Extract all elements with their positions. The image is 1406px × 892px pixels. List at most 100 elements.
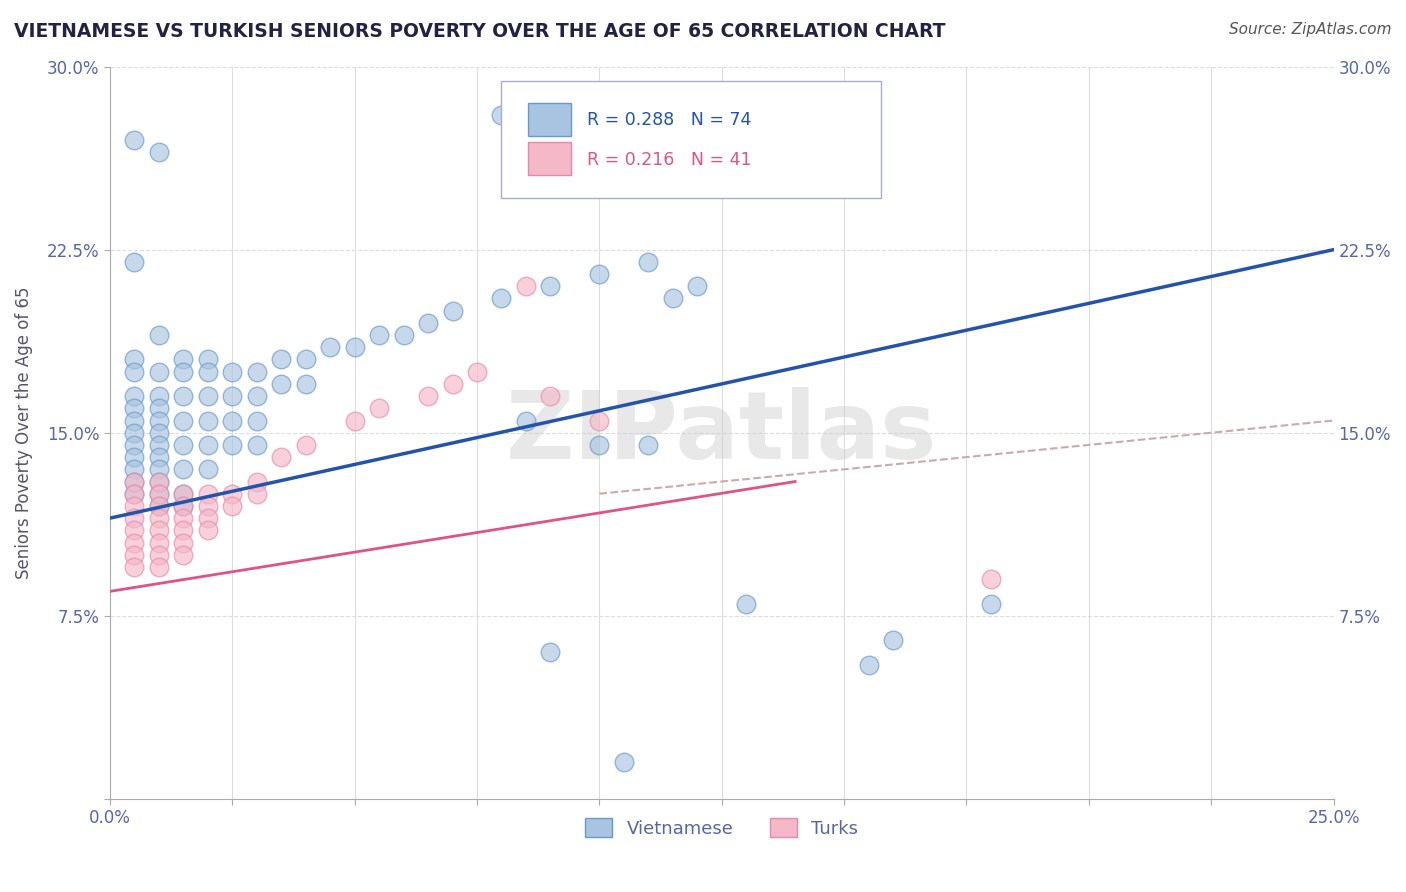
Point: [124, 389, 146, 403]
Point: [319, 340, 342, 354]
Point: [197, 365, 219, 379]
Point: [392, 328, 415, 343]
Point: [538, 389, 561, 403]
Point: [197, 462, 219, 476]
Point: [197, 511, 219, 525]
Point: [613, 756, 636, 770]
Point: [124, 255, 146, 269]
Point: [148, 328, 170, 343]
Point: [172, 438, 194, 452]
FancyBboxPatch shape: [529, 103, 571, 136]
Point: [416, 389, 439, 403]
Point: [637, 255, 659, 269]
Point: [172, 487, 194, 501]
Point: [172, 487, 194, 501]
Point: [686, 279, 709, 293]
Point: [662, 292, 685, 306]
Point: [197, 524, 219, 538]
Text: R = 0.288   N = 74: R = 0.288 N = 74: [588, 111, 751, 129]
Point: [172, 499, 194, 513]
Point: [221, 487, 243, 501]
Point: [197, 413, 219, 427]
Point: [538, 645, 561, 659]
Point: [368, 328, 391, 343]
Point: [172, 511, 194, 525]
Point: [124, 352, 146, 367]
Point: [197, 499, 219, 513]
Point: [465, 365, 488, 379]
Point: [124, 401, 146, 416]
Point: [148, 389, 170, 403]
Point: [148, 560, 170, 574]
Point: [246, 438, 269, 452]
Point: [221, 365, 243, 379]
Point: [294, 376, 316, 391]
Point: [246, 413, 269, 427]
Point: [148, 438, 170, 452]
Point: [858, 657, 880, 672]
Point: [148, 425, 170, 440]
Point: [588, 438, 610, 452]
Point: [124, 133, 146, 147]
Point: [246, 365, 269, 379]
Point: [124, 475, 146, 489]
Y-axis label: Seniors Poverty Over the Age of 65: Seniors Poverty Over the Age of 65: [15, 286, 32, 579]
Point: [148, 535, 170, 549]
Point: [172, 462, 194, 476]
Point: [124, 438, 146, 452]
Point: [124, 487, 146, 501]
Point: [124, 450, 146, 464]
Point: [148, 475, 170, 489]
Point: [172, 548, 194, 562]
Point: [294, 438, 316, 452]
Point: [124, 548, 146, 562]
Point: [172, 535, 194, 549]
Point: [270, 352, 292, 367]
Point: [515, 413, 537, 427]
Point: [441, 376, 464, 391]
Point: [246, 389, 269, 403]
Point: [491, 108, 513, 122]
Legend: Vietnamese, Turks: Vietnamese, Turks: [578, 811, 866, 845]
Point: [270, 376, 292, 391]
Point: [416, 316, 439, 330]
Point: [246, 475, 269, 489]
Point: [172, 352, 194, 367]
Point: [148, 511, 170, 525]
Point: [588, 267, 610, 281]
Text: Source: ZipAtlas.com: Source: ZipAtlas.com: [1229, 22, 1392, 37]
Text: R = 0.216   N = 41: R = 0.216 N = 41: [588, 151, 752, 169]
Point: [294, 352, 316, 367]
Point: [148, 475, 170, 489]
Point: [124, 535, 146, 549]
Point: [148, 365, 170, 379]
Point: [172, 499, 194, 513]
Point: [124, 365, 146, 379]
Point: [538, 279, 561, 293]
Point: [588, 413, 610, 427]
Point: [124, 413, 146, 427]
Point: [124, 487, 146, 501]
Text: ZIPatlas: ZIPatlas: [506, 387, 938, 479]
Point: [246, 487, 269, 501]
Point: [197, 389, 219, 403]
Point: [148, 462, 170, 476]
Point: [148, 487, 170, 501]
Point: [197, 352, 219, 367]
FancyBboxPatch shape: [529, 142, 571, 175]
Point: [735, 597, 758, 611]
Point: [148, 145, 170, 159]
Point: [148, 450, 170, 464]
Point: [980, 572, 1002, 586]
Point: [124, 425, 146, 440]
Point: [197, 487, 219, 501]
Point: [172, 365, 194, 379]
Point: [148, 524, 170, 538]
FancyBboxPatch shape: [502, 81, 880, 198]
Point: [172, 413, 194, 427]
Point: [343, 340, 366, 354]
Point: [637, 438, 659, 452]
Point: [124, 475, 146, 489]
Point: [124, 462, 146, 476]
Point: [270, 450, 292, 464]
